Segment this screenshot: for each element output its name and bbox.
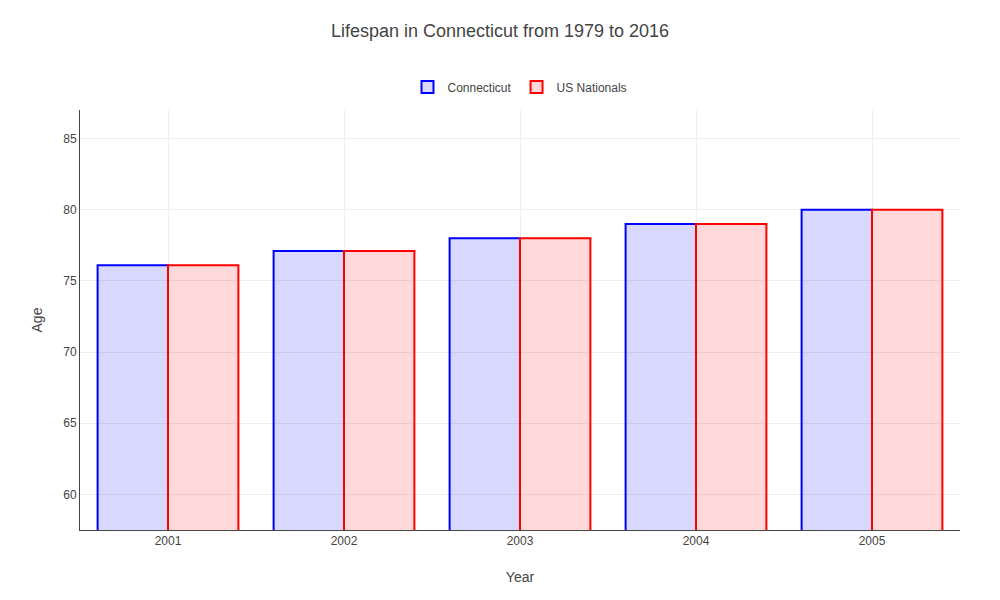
svg-text:2002: 2002 bbox=[331, 534, 358, 548]
svg-text:80: 80 bbox=[63, 203, 77, 217]
svg-text:2004: 2004 bbox=[683, 534, 710, 548]
svg-text:Age: Age bbox=[29, 307, 45, 332]
svg-text:2001: 2001 bbox=[155, 534, 182, 548]
svg-text:Lifespan in Connecticut from 1: Lifespan in Connecticut from 1979 to 201… bbox=[331, 21, 669, 41]
svg-text:US Nationals: US Nationals bbox=[557, 81, 627, 95]
svg-text:65: 65 bbox=[63, 416, 77, 430]
svg-text:2003: 2003 bbox=[507, 534, 534, 548]
svg-text:2005: 2005 bbox=[859, 534, 886, 548]
svg-text:Year: Year bbox=[506, 569, 535, 585]
svg-text:85: 85 bbox=[63, 132, 77, 146]
svg-text:70: 70 bbox=[63, 345, 77, 359]
svg-text:60: 60 bbox=[63, 488, 77, 502]
svg-text:Connecticut: Connecticut bbox=[448, 81, 512, 95]
svg-text:75: 75 bbox=[63, 274, 77, 288]
